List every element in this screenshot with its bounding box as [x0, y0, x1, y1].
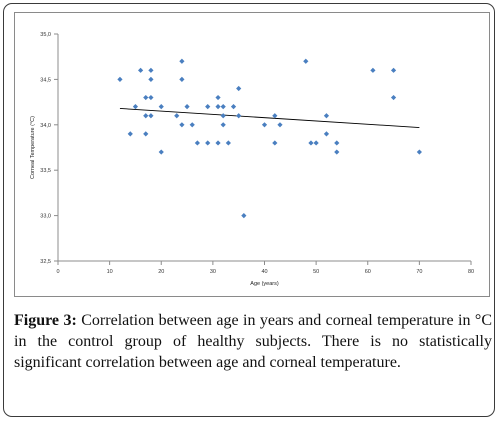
caption-text: Correlation between age in years and cor…: [14, 312, 493, 371]
data-point: [323, 113, 330, 119]
data-point: [220, 122, 226, 128]
data-point: [272, 113, 278, 119]
data-point: [370, 67, 376, 73]
data-point: [261, 122, 268, 128]
caption-label: Figure 3:: [14, 312, 77, 329]
data-point: [390, 94, 397, 101]
data-point: [143, 113, 149, 119]
data-point: [158, 104, 164, 110]
data-point: [179, 122, 185, 128]
y-tick-label: 34,5: [40, 77, 51, 83]
data-point: [143, 131, 149, 137]
y-tick-label: 33,0: [40, 214, 51, 220]
data-point: [205, 104, 211, 110]
data-point: [179, 58, 185, 64]
data-point: [241, 213, 247, 219]
data-point: [303, 58, 309, 64]
data-point: [143, 94, 149, 101]
y-tick-label: 34,0: [40, 123, 51, 129]
scatter-chart: 32,5 33,0 33,5 34,0 34,5 35,0 0 10 20 30 40 50 60 70 8…: [30, 32, 474, 287]
data-point: [225, 140, 231, 146]
x-tick-label: 0: [56, 269, 59, 275]
data-point: [179, 76, 185, 82]
data-point: [138, 67, 144, 73]
data-point: [205, 140, 211, 146]
x-axis-title: Age (years): [250, 281, 279, 287]
data-point: [308, 140, 314, 146]
figure-frame: 32,5 33,0 33,5 34,0 34,5 35,0 0 10 20 30 40 50 60 70 8…: [3, 3, 495, 417]
x-tick-label: 20: [158, 269, 164, 275]
data-point: [127, 131, 133, 137]
y-tick-label: 35,0: [40, 32, 51, 38]
y-tick-label: 33,5: [40, 168, 51, 174]
data-point: [189, 122, 195, 128]
x-tick-label: 80: [468, 269, 474, 275]
data-point: [236, 85, 242, 92]
x-tick-label: 70: [416, 269, 422, 275]
data-point: [148, 94, 154, 101]
data-point: [148, 67, 154, 73]
data-point: [236, 113, 242, 119]
data-point: [132, 104, 139, 110]
data-point: [334, 149, 340, 155]
y-tick-label: 32,5: [40, 259, 51, 265]
data-point: [215, 140, 221, 146]
data-point: [323, 131, 330, 137]
data-point: [313, 140, 319, 146]
data-point: [230, 104, 237, 110]
data-point: [158, 149, 164, 155]
chart-area: 32,5 33,0 33,5 34,0 34,5 35,0 0 10 20 30 40 50 60 70 8…: [14, 12, 490, 297]
data-point: [148, 76, 154, 82]
data-point: [174, 113, 180, 119]
data-point: [390, 67, 397, 73]
y-axis-title: Corneal Temperature (°C): [30, 116, 36, 179]
data-point: [416, 149, 422, 155]
x-tick-label: 50: [313, 269, 319, 275]
data-point: [277, 122, 283, 128]
x-tick-label: 40: [261, 269, 267, 275]
x-tick-label: 10: [107, 269, 113, 275]
data-point: [215, 104, 221, 110]
x-tick-label: 60: [365, 269, 371, 275]
data-point: [215, 94, 221, 101]
trendline: [119, 108, 420, 128]
x-tick-label: 30: [210, 269, 216, 275]
data-point: [148, 113, 154, 119]
data-point: [184, 104, 190, 110]
data-point: [220, 113, 226, 119]
data-point: [334, 140, 340, 146]
data-point: [272, 140, 278, 146]
figure-caption: Figure 3: Correlation between age in yea…: [14, 310, 492, 373]
data-point: [117, 76, 123, 82]
data-point: [220, 104, 226, 110]
data-point: [194, 140, 200, 146]
